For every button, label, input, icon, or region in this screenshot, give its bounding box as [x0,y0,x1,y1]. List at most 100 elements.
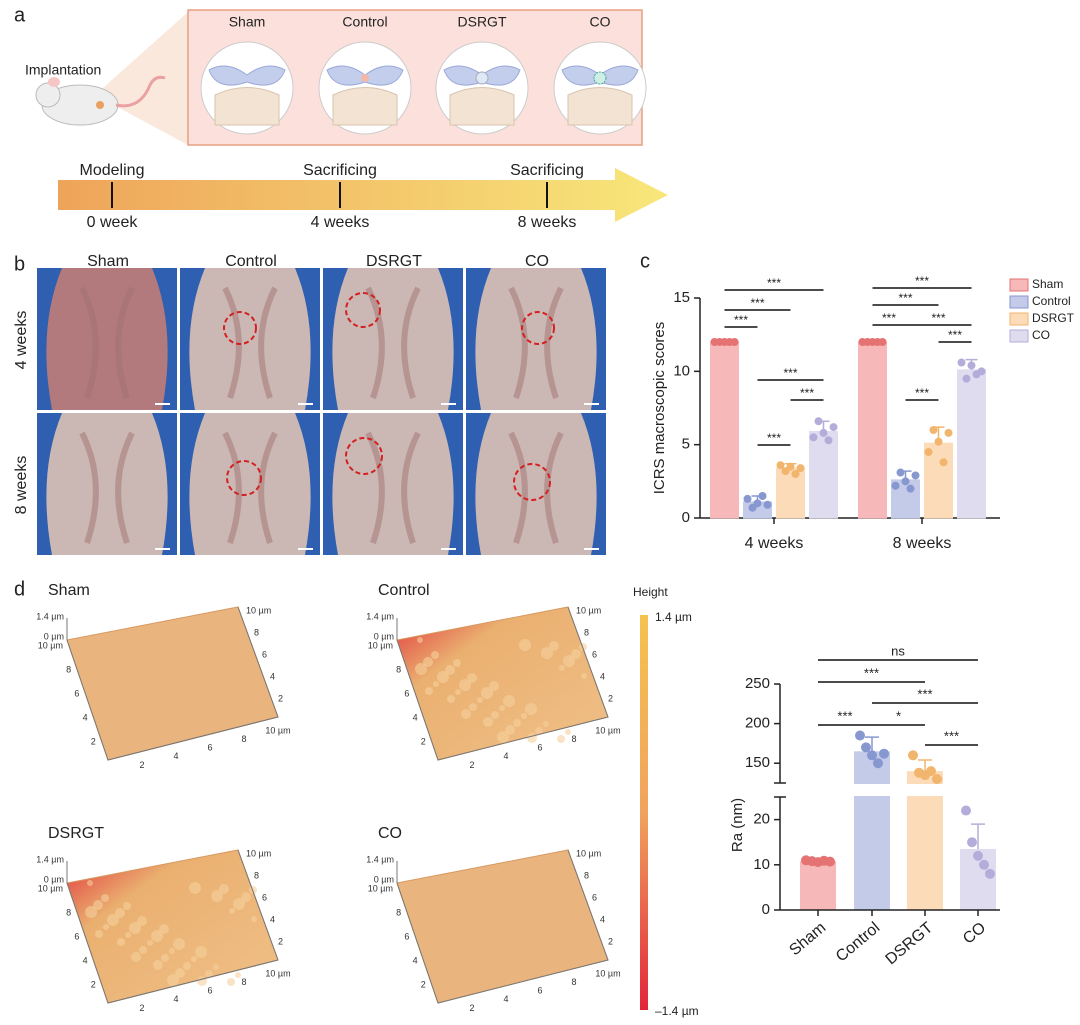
data-point [758,492,767,500]
data-point [911,471,920,480]
knee [332,413,454,555]
afm-z-label: 0 µm [44,631,64,641]
bar [858,341,887,519]
afm-texture [117,938,125,946]
data-point [929,426,938,434]
afm-tick-label: 4 [413,955,418,965]
afm-tick-label: 6 [404,931,409,941]
afm-texture [527,733,537,743]
afm-title: CO [378,825,402,842]
afm-title: DSRGT [48,825,104,842]
afm-texture [505,725,515,735]
data-point [776,461,785,470]
y-tick-label: 15 [673,289,690,306]
afm-tick-label: 10 µm [576,605,601,615]
afm-texture [519,639,531,651]
significance-label: ns [891,643,905,658]
afm-z-label: 1.4 µm [36,611,64,621]
afm-tick-label: 4 [173,751,178,761]
afm-tick-label: 10 µm [595,968,620,978]
panel-label: c [640,250,650,272]
afm-tick-label: 8 [241,977,246,987]
bar [854,751,890,910]
afm-tick-label: 4 [600,914,605,924]
afm-texture [169,948,175,954]
colorbar-max: 1.4 µm [655,610,692,624]
afm-axes [396,606,609,761]
knee [189,268,311,410]
afm-texture [469,703,477,711]
afm-texture [549,641,559,651]
data-point [861,742,871,753]
defect-circle [345,292,381,328]
afm-texture [103,924,109,930]
afm-texture [535,727,543,735]
afm-texture [167,974,179,986]
afm-axes [66,849,279,1004]
afm-texture [189,882,201,894]
data-point [957,358,966,367]
data-point [819,428,828,437]
afm-tick-label: 4 [503,994,508,1004]
afm-axes [66,606,279,761]
afm-texture [183,962,191,970]
afm-tick-label: 10 µm [595,725,620,735]
afm-plot: Control 1.4 µm 0 µm 2 2 2 4 4 4 6 6 6 8 8 8 10 µm 10 µm 1… [366,582,620,770]
afm-texture [175,968,185,978]
trochlea [79,286,135,399]
legend-swatch [1009,312,1029,326]
afm-texture [521,713,527,719]
afm-texture [499,705,505,711]
cartilage [208,65,286,86]
legend-label: Control [1032,294,1071,308]
afm-texture [453,659,461,667]
afm-texture [197,976,207,986]
afm-tick-label: 4 [503,751,508,761]
afm-plot: DSRGT 1.4 µm 0 µm 2 2 2 4 4 4 6 6 6 8 8 8 10 µm 10 µm 10 … [36,825,290,1013]
significance-label: *** [767,431,781,445]
data-point [743,494,752,503]
afm-tick-label: 2 [421,979,426,989]
x-tick-label: CO [960,919,989,947]
x-tick-label: Sham [786,919,829,959]
error-bar [918,759,932,772]
afm-tick-label: 10 µm [265,725,290,735]
afm-texture [139,946,147,954]
afm-tick-label: 10 µm [576,848,601,858]
afm-tick-label: 10 µm [246,605,271,615]
error-bar [971,823,985,849]
defect-circle [223,311,257,345]
trochlea [508,431,564,544]
afm-texture [433,681,439,687]
afm-texture [559,665,565,671]
afm-texture [159,924,169,934]
y-tick-label: 0 [762,901,770,918]
photo-column-label: DSRGT [366,253,422,270]
afm-texture [571,649,581,659]
afm-texture [205,970,213,978]
afm-texture [87,880,93,886]
data-point [979,859,989,870]
afm-tick-label: 4 [600,671,605,681]
panel-label: b [14,253,25,275]
group-label: DSRGT [458,14,507,30]
afm-tick-label: 2 [139,1003,144,1013]
afm-texture [481,687,493,699]
afm-tick-label: 10 µm [246,848,271,858]
bar [809,430,838,519]
bar [710,341,739,519]
afm-texture [437,671,449,683]
significance-label: *** [931,311,945,325]
afm-plot: Sham 1.4 µm 0 µm 2 2 2 4 4 4 6 6 6 8 8 8 10 µm 10 µm 10 µ… [36,582,290,770]
afm-texture [227,978,235,986]
afm-tick-label: 4 [83,712,88,722]
afm-texture [455,689,461,695]
mouse [35,75,166,126]
afm-texture [251,916,257,922]
data-point [763,500,772,509]
data-point [796,464,805,473]
data-point [824,436,833,445]
photo-row-label: 8 weeks [13,456,30,515]
trochlea [222,431,278,544]
